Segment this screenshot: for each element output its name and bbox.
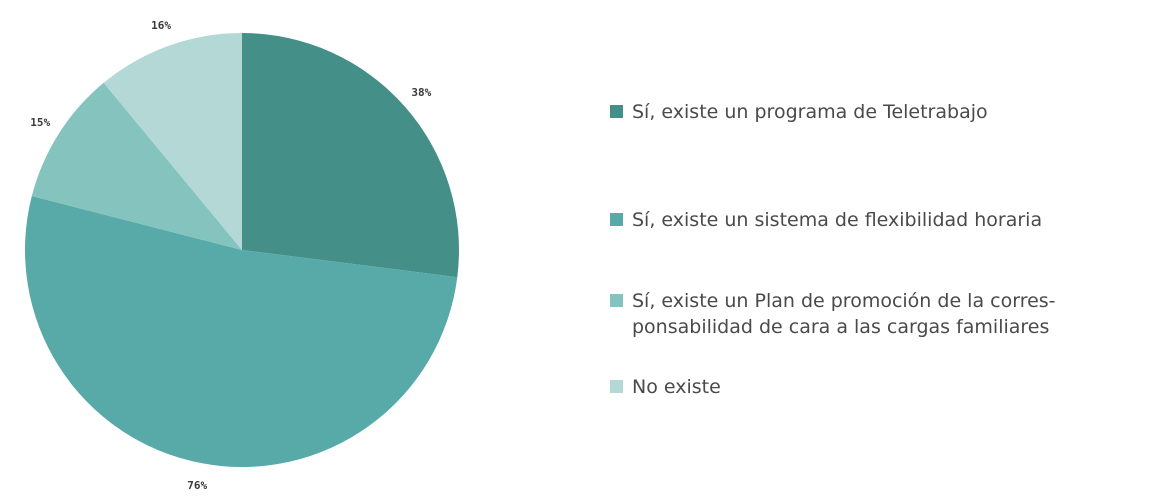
pie-labels: 38% 76% 15% 16% bbox=[30, 19, 431, 492]
pie-slice-4 bbox=[103, 33, 243, 250]
legend-swatch bbox=[610, 380, 623, 393]
pie-slices bbox=[24, 33, 459, 468]
pie-slice-2 bbox=[24, 196, 458, 468]
pie-slice-label: 38% bbox=[411, 86, 431, 99]
chart-legend: Sí, existe un programa de Teletrabajo Sí… bbox=[610, 0, 1150, 497]
legend-label: No existe bbox=[632, 376, 721, 398]
legend-swatch bbox=[610, 294, 623, 307]
legend-item-teletrabajo: Sí, existe un programa de Teletrabajo bbox=[610, 99, 988, 125]
legend-label: Sí, existe un programa de Teletrabajo bbox=[632, 101, 988, 123]
pie-slice-3 bbox=[31, 82, 242, 250]
legend-item-no-existe: No existe bbox=[610, 374, 721, 400]
legend-item-flexibilidad: Sí, existe un sistema de flexibilidad ho… bbox=[610, 207, 1042, 233]
pie-slice-label: 76% bbox=[187, 479, 207, 492]
pie-chart: 38% 76% 15% 16% bbox=[24, 19, 459, 492]
legend-label: Sí, existe un sistema de flexibilidad ho… bbox=[632, 209, 1043, 231]
legend-swatch bbox=[610, 105, 623, 118]
legend-label: Sí, existe un Plan de promoción de la co… bbox=[632, 290, 1056, 338]
pie-slice-label: 15% bbox=[30, 116, 50, 129]
pie-slice-label: 16% bbox=[151, 19, 171, 32]
legend-swatch bbox=[610, 213, 623, 226]
pie-slice-1 bbox=[242, 33, 459, 278]
legend-item-corresponsabilidad: Sí, existe un Plan de promoción de la co… bbox=[610, 288, 1056, 340]
